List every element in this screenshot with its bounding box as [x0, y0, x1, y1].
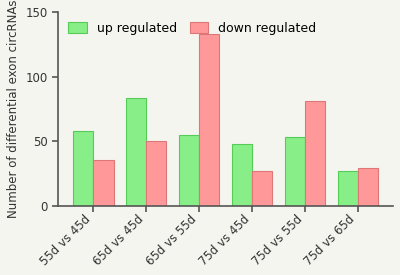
Bar [199, 34, 219, 206]
Bar [305, 101, 325, 206]
Bar [285, 137, 305, 206]
Bar [146, 141, 166, 206]
Bar [338, 171, 358, 206]
Bar [232, 144, 252, 206]
Bar [126, 98, 146, 206]
Bar [179, 135, 199, 206]
Bar [358, 168, 378, 206]
Legend: up regulated, down regulated: up regulated, down regulated [64, 18, 320, 39]
Bar [73, 131, 94, 206]
Y-axis label: Number of differential exon circRNAs: Number of differential exon circRNAs [7, 0, 20, 218]
Bar [252, 171, 272, 206]
Bar [94, 161, 114, 206]
